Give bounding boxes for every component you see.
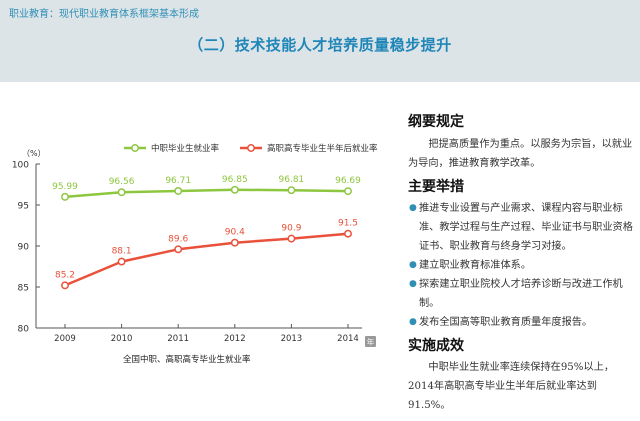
x-axis-label: 全国中职、高职高专毕业生就业率 [123,354,251,365]
data-label: 89.6 [168,234,188,244]
section-title-measures: 主要举措 [408,179,464,195]
measure-item: ● 发布全国高等职业教育质量年度报告。 [408,313,634,332]
bullet-icon: ● [409,203,417,213]
chart-legend: 中职毕业生就业率 高职高专毕业生半年后就业率 [124,143,378,154]
chart-series: 95.99 96.56 96.71 96.85 96.81 96.69 85.2 88.1 89… [52,175,361,290]
data-point [230,238,239,247]
legend-label: 中职毕业生就业率 [151,143,220,154]
series-line [64,188,349,199]
data-point [117,257,126,266]
section-text-regulation: 把提高质量作为重点。以服务为宗旨，以就业为导向，推进教育教学改革。 [408,139,633,169]
y-tick-label: 85 [18,284,29,294]
y-tick-label: 90 [18,243,30,253]
breadcrumb: 职业教育：现代职业教育体系框架基本形成 [9,9,199,20]
data-label: 96.85 [222,175,248,185]
section-title-regulation: 纲要规定 [408,114,464,130]
series-group: 85.2 88.1 89.6 90.4 90.9 91.5 [55,219,358,290]
data-label: 90.9 [281,224,301,234]
bullet-icon: ● [409,279,417,289]
measure-item: ● 推进专业设置与产业需求、课程内容与职业标准、教学过程与生产过程、毕业证书与职业… [408,199,634,256]
section-title-results: 实施成效 [408,338,464,354]
data-label: 88.1 [112,247,132,257]
bullet-icon: ● [409,317,417,327]
page-title: （二）技术技能人才培养质量稳步提升 [188,36,452,54]
data-label: 95.99 [52,182,78,192]
x-tick-label: 2009 [54,334,76,344]
series-group: 95.99 96.56 96.71 96.85 96.81 96.69 [52,175,361,201]
data-point [287,234,296,243]
data-label: 91.5 [338,219,358,229]
x-tick-label: 2010 [111,334,133,344]
x-tick-label: 2011 [167,334,189,344]
data-label: 85.2 [55,270,75,280]
x-tick-label: 2012 [224,334,246,344]
bullet-icon: ● [409,260,417,270]
legend-swatch-marker [247,144,255,152]
y-unit-label: （%） [22,149,46,158]
data-label: 96.81 [279,175,305,185]
x-unit-label: 年 [367,337,375,347]
x-unit-badge [365,336,376,347]
measure-item: ● 探索建立职业院校人才培养诊断与改进工作机制。 [408,275,634,313]
data-point [174,187,183,195]
header-band: 职业教育：现代职业教育体系框架基本形成 （二）技术技能人才培养质量稳步提升 [0,0,640,82]
data-point [174,245,183,254]
data-point [230,185,239,194]
y-tick-label: 95 [18,202,29,212]
data-point [344,187,352,196]
y-tick-label: 100 [12,161,29,171]
data-label: 96.71 [165,176,191,186]
data-point [61,192,69,201]
text-panel: 纲要规定 把提高质量作为重点。以服务为宗旨，以就业为导向，推进教育教学改革。 主… [408,112,634,415]
x-tick-label: 2014 [337,334,359,344]
data-label: 96.69 [335,176,361,186]
chart-axes: （%） 80 85 90 95 100 2009 2010 2011 2012 2013 2014 年全… [12,149,376,365]
measure-item: ● 建立职业教育标准体系。 [408,256,634,275]
data-label: 96.56 [109,177,135,187]
employment-rate-line-chart: （%） 80 85 90 95 100 2009 2010 2011 2012 2013 2014 年全… [12,143,378,365]
y-tick-label: 80 [18,325,30,335]
data-point [287,186,296,195]
section-text-results: 中职毕业生就业率连续保持在95%以上，2014年高职高专毕业生半年后就业率达到9… [408,362,615,411]
data-label: 90.4 [225,228,245,238]
legend-swatch-marker [131,144,139,152]
data-point [117,188,126,197]
data-point [61,281,69,290]
legend-label: 高职高专毕业生半年后就业率 [267,143,378,154]
data-point [344,229,352,238]
x-tick-label: 2013 [281,334,303,344]
series-line [64,232,349,287]
